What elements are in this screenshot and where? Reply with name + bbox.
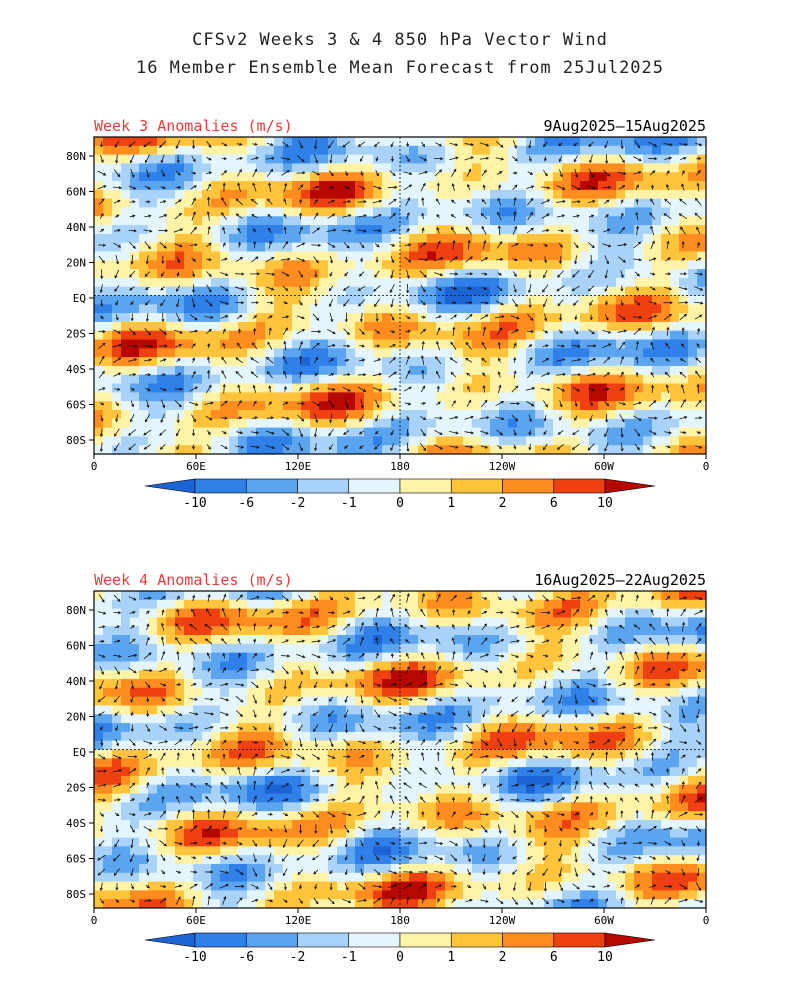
colorbar-tick-label: 6 xyxy=(550,950,558,965)
week3-date-range: 9Aug2025–15Aug2025 xyxy=(543,117,706,135)
latitude-tick-label: 20N xyxy=(66,257,86,270)
colorbar-tick-label: -1 xyxy=(341,950,357,965)
wind-vectors xyxy=(97,139,704,453)
anomaly-field xyxy=(94,591,707,909)
colorbar-tick-label: 10 xyxy=(597,950,613,965)
week3-panel-label: Week 3 Anomalies (m/s) xyxy=(94,117,293,135)
colorbar-tick-label: 2 xyxy=(499,950,507,965)
colorbar: -10 -6 -2 -1 0 1 2 6 10 xyxy=(144,478,656,511)
longitude-tick-label: 120E xyxy=(285,460,312,473)
chart-title: CFSv2 Weeks 3 & 4 850 hPa Vector Wind xyxy=(192,30,608,50)
longitude-tick-label: 120W xyxy=(489,460,516,473)
latitude-tick-label: 60N xyxy=(66,640,86,653)
latitude-tick-label: 40S xyxy=(66,363,86,376)
latitude-tick-label: EQ xyxy=(73,292,86,305)
colorbar-tick-label: -10 xyxy=(183,950,206,965)
longitude-tick-label: 60E xyxy=(186,460,206,473)
longitude-tick-label: 60E xyxy=(186,914,206,927)
colorbar-tick-label: 0 xyxy=(396,950,404,965)
longitude-tick-label: 60W xyxy=(594,460,614,473)
colorbar-tick-label: 6 xyxy=(550,496,558,511)
wind-vectors xyxy=(97,593,704,906)
latitude-tick-label: 80N xyxy=(66,604,86,617)
colorbar-tick-label: 0 xyxy=(396,496,404,511)
colorbar-tick-label: 1 xyxy=(447,950,455,965)
longitude-tick-label: 0 xyxy=(703,460,710,473)
week4-panel-label: Week 4 Anomalies (m/s) xyxy=(94,571,293,589)
longitude-tick-label: 180 xyxy=(390,460,410,473)
colorbar-tick-label: 2 xyxy=(499,496,507,511)
colorbar-tick-label: 10 xyxy=(597,496,613,511)
colorbar-tick-label: -2 xyxy=(290,950,306,965)
longitude-tick-label: 180 xyxy=(390,914,410,927)
longitude-tick-label: 0 xyxy=(91,460,98,473)
latitude-tick-label: 60S xyxy=(66,399,86,412)
colorbar-tick-label: -10 xyxy=(183,496,206,511)
anomaly-field xyxy=(94,137,707,455)
longitude-tick-label: 120W xyxy=(489,914,516,927)
colorbar-tick-label: -6 xyxy=(238,950,254,965)
latitude-tick-label: 80S xyxy=(66,888,86,901)
latitude-tick-label: 20S xyxy=(66,328,86,341)
longitude-tick-label: 60W xyxy=(594,914,614,927)
week4-date-range: 16Aug2025–22Aug2025 xyxy=(534,571,706,589)
colorbar-tick-label: 1 xyxy=(447,496,455,511)
colorbar: -10 -6 -2 -1 0 1 2 6 10 xyxy=(144,932,656,965)
latitude-tick-label: 60N xyxy=(66,186,86,199)
latitude-tick-label: 20N xyxy=(66,711,86,724)
colorbar-tick-label: -1 xyxy=(341,496,357,511)
chart-subtitle: 16 Member Ensemble Mean Forecast from 25… xyxy=(135,58,665,78)
latitude-tick-label: 80N xyxy=(66,150,86,163)
longitude-tick-label: 120E xyxy=(285,914,312,927)
latitude-tick-label: 60S xyxy=(66,853,86,866)
latitude-tick-label: 80S xyxy=(66,434,86,447)
latitude-tick-label: EQ xyxy=(73,746,86,759)
longitude-tick-label: 0 xyxy=(703,914,710,927)
latitude-tick-label: 40S xyxy=(66,817,86,830)
latitude-tick-label: 40N xyxy=(66,221,86,234)
latitude-tick-label: 20S xyxy=(66,782,86,795)
colorbar-tick-label: -6 xyxy=(238,496,254,511)
longitude-tick-label: 0 xyxy=(91,914,98,927)
colorbar-tick-label: -2 xyxy=(290,496,306,511)
latitude-tick-label: 40N xyxy=(66,675,86,688)
